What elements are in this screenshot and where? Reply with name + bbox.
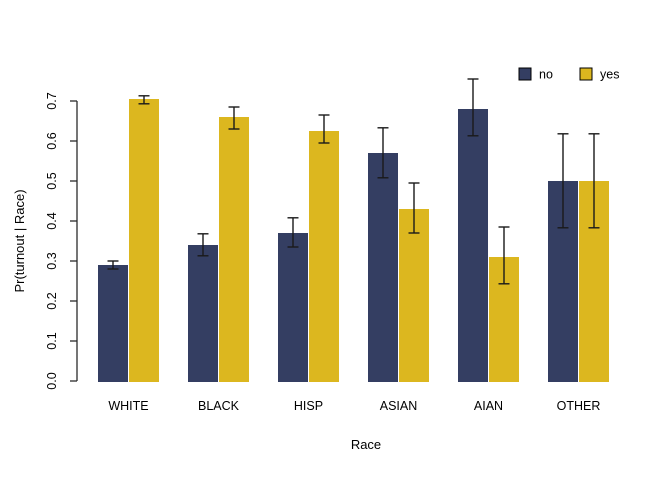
bar-yes-hisp	[309, 131, 339, 382]
y-tick-label: 0.7	[45, 92, 59, 109]
y-tick-label: 0.2	[45, 292, 59, 309]
y-tick-label: 0.5	[45, 172, 59, 189]
bar-yes-white	[129, 99, 159, 382]
bar-yes-asian	[399, 209, 429, 382]
y-tick-label: 0.6	[45, 132, 59, 149]
bar-no-asian	[368, 153, 398, 382]
y-tick-label: 0.1	[45, 332, 59, 349]
legend-swatch-no	[518, 67, 532, 81]
y-tick-label: 0.0	[45, 372, 59, 389]
x-category-label: BLACK	[198, 399, 240, 413]
bar-yes-black	[219, 117, 249, 382]
bar-no-white	[98, 265, 128, 382]
x-category-label: ASIAN	[380, 399, 418, 413]
y-axis-title: Pr(turnout | Race)	[12, 189, 27, 292]
bar-no-hisp	[278, 233, 308, 382]
x-category-label: WHITE	[108, 399, 148, 413]
bar-no-black	[188, 245, 218, 382]
legend-swatch-yes	[579, 67, 593, 81]
y-tick-label: 0.3	[45, 252, 59, 269]
x-category-label: HISP	[294, 399, 323, 413]
x-category-label: AIAN	[474, 399, 503, 413]
y-tick-label: 0.4	[45, 212, 59, 229]
bar-no-aian	[458, 109, 488, 382]
x-axis-title: Race	[351, 437, 381, 452]
x-category-label: OTHER	[557, 399, 601, 413]
legend-label-no: no	[539, 68, 553, 82]
legend-label-yes: yes	[600, 68, 619, 82]
